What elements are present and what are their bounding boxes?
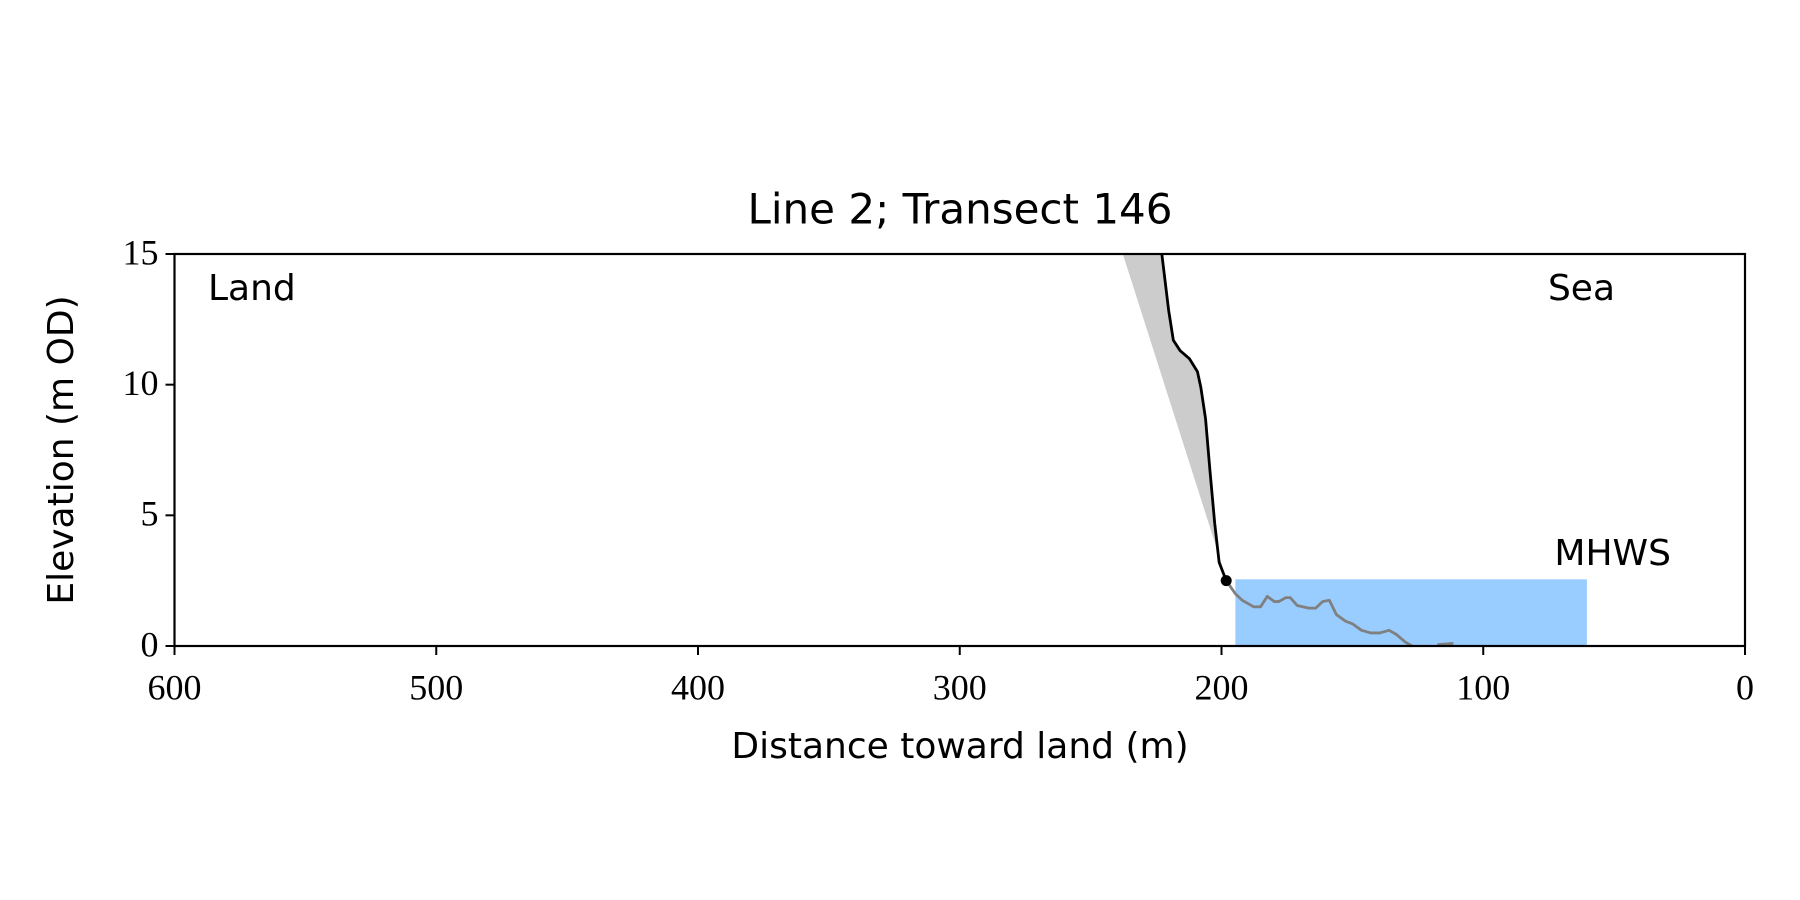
land-label: Land bbox=[208, 268, 296, 309]
profile-line bbox=[1160, 253, 1228, 582]
y-tick-label: 0 bbox=[141, 624, 159, 664]
x-tick-label: 200 bbox=[1195, 667, 1249, 707]
x-tick-label: 0 bbox=[1736, 667, 1754, 707]
x-tick-label: 600 bbox=[148, 667, 202, 707]
x-tick-label: 300 bbox=[933, 667, 987, 707]
profile-line bbox=[1225, 579, 1454, 648]
x-tick-label: 100 bbox=[1456, 667, 1510, 707]
x-tick-label: 500 bbox=[409, 667, 463, 707]
y-axis-label: Elevation (m OD) bbox=[41, 295, 82, 604]
mhws-band bbox=[1235, 579, 1587, 646]
y-tick-label: 5 bbox=[141, 494, 159, 534]
mhws-label: MHWS bbox=[1554, 533, 1671, 574]
cliff-toe-point bbox=[1220, 575, 1232, 587]
y-tick-label: 10 bbox=[123, 363, 159, 403]
x-tick-label: 400 bbox=[671, 667, 725, 707]
y-tick-label: 15 bbox=[123, 232, 159, 272]
sea-label: Sea bbox=[1548, 268, 1615, 309]
x-axis-label: Distance toward land (m) bbox=[731, 726, 1188, 767]
chart-title: Line 2; Transect 146 bbox=[747, 185, 1172, 234]
